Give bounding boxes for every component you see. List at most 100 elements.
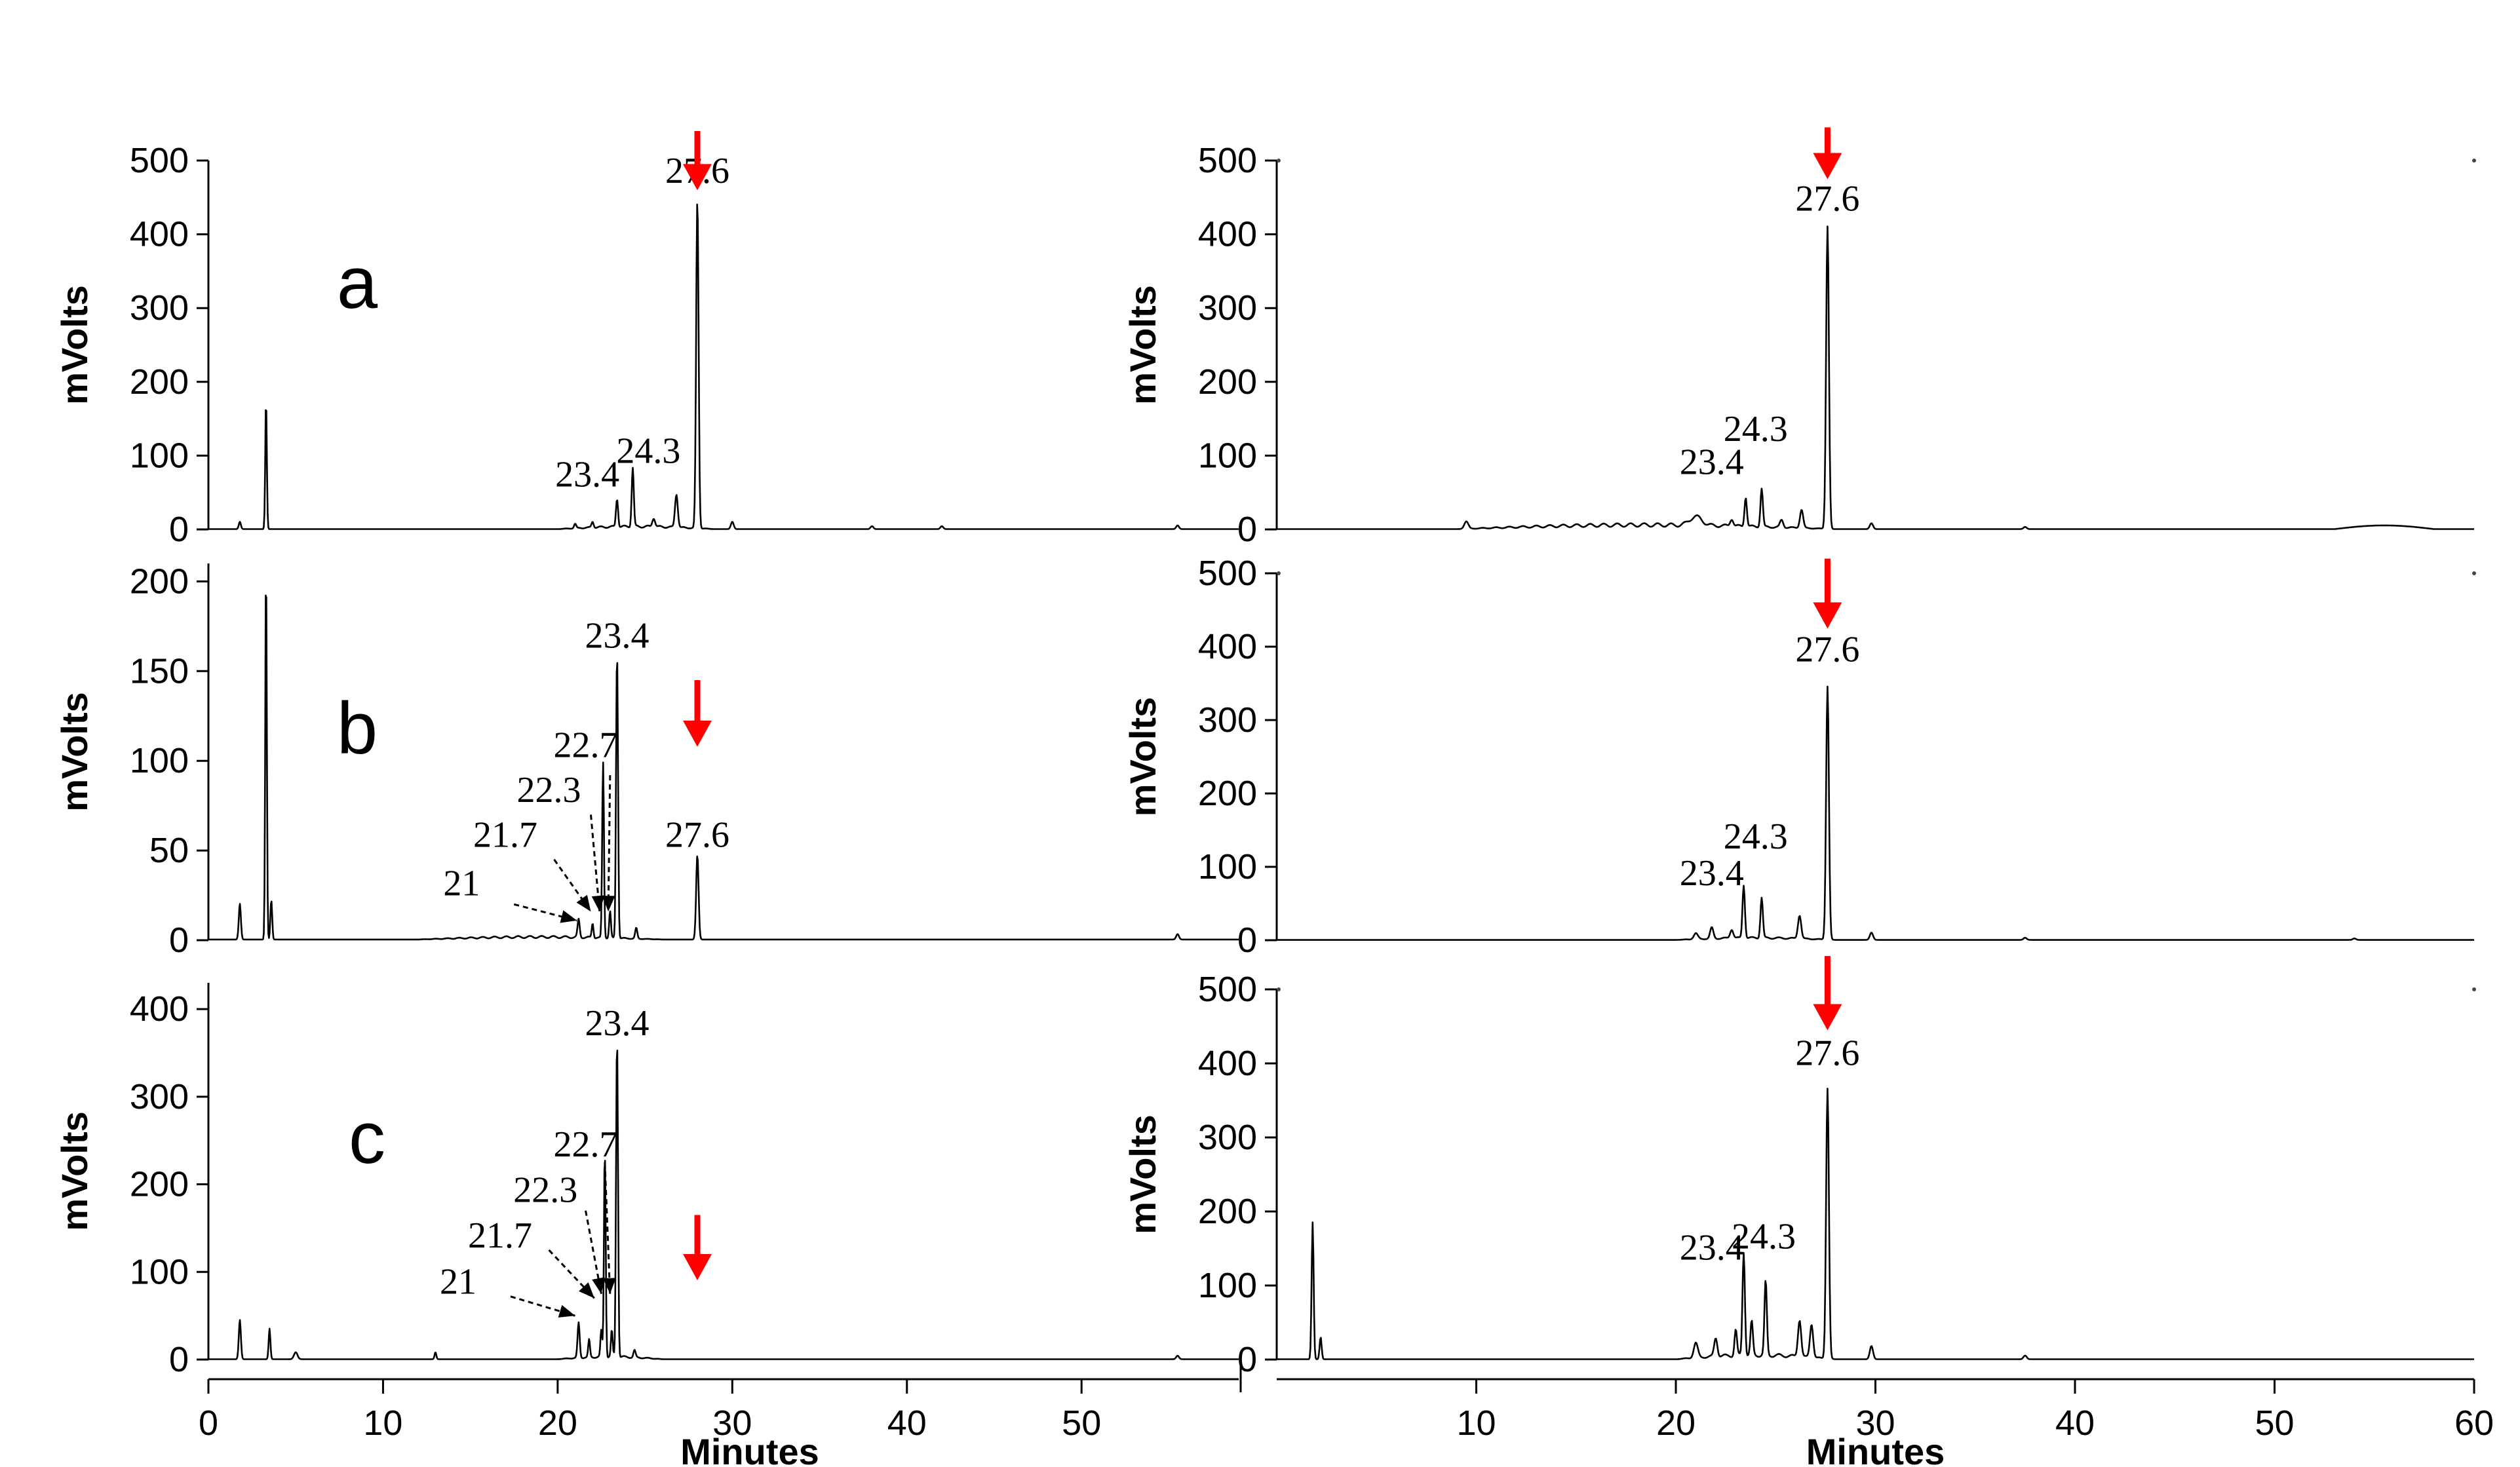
chromatogram-trace bbox=[1276, 1088, 2475, 1360]
y-tick-label: 200 bbox=[130, 1165, 189, 1204]
panel-letter: c bbox=[349, 1097, 385, 1179]
peak-pointer-arrowhead bbox=[592, 1277, 605, 1294]
red-arrow-icon bbox=[683, 130, 712, 191]
peak-pointer-arrow bbox=[513, 903, 577, 922]
red-arrow-icon bbox=[1813, 127, 1842, 180]
y-axis-title: mVolts bbox=[54, 692, 95, 812]
x-tick-label: 50 bbox=[2255, 1403, 2294, 1443]
peak-label: 21.7 bbox=[468, 1215, 532, 1256]
peak-label: 23.4 bbox=[1680, 442, 1744, 483]
x-tick-label: 50 bbox=[1062, 1403, 1101, 1443]
chromatogram-trace bbox=[208, 1050, 1239, 1360]
y-tick-label: 300 bbox=[1198, 288, 1257, 328]
y-tick-label: 400 bbox=[1198, 1044, 1257, 1083]
peak-label: 23.4 bbox=[585, 1003, 649, 1044]
y-tick-label: 100 bbox=[1198, 436, 1257, 475]
y-tick-label: 500 bbox=[1198, 141, 1257, 180]
chart-panel-right-a: 0 100 200 300 400 500 mVolts 27.6 23.424.3 bbox=[1122, 127, 2476, 549]
chart-panel-left-c: 0 100 200 300 400 mVolts 0 10 20 30 40 50 Minutes 23.… bbox=[54, 983, 1239, 1467]
y-tick-label: 100 bbox=[130, 1252, 189, 1291]
corner-dot bbox=[1277, 571, 1281, 575]
chart-panel-right-b: 0 100 200 300 400 500 mVolts 27.6 23.424.3 bbox=[1122, 554, 2476, 960]
y-tick-label: 200 bbox=[1198, 1192, 1257, 1231]
corner-dot bbox=[1277, 159, 1281, 162]
peak-label: 23.4 bbox=[1680, 853, 1744, 894]
red-arrow-icon bbox=[1813, 956, 1842, 1031]
red-arrow-icon bbox=[683, 1215, 712, 1280]
peak-label: 24.3 bbox=[1724, 816, 1788, 857]
y-tick-label: 300 bbox=[1198, 1118, 1257, 1157]
y-tick-label: 400 bbox=[130, 989, 189, 1029]
x-tick-label: 40 bbox=[887, 1403, 927, 1443]
x-axis-title: Minutes bbox=[1806, 1431, 1945, 1467]
x-tick-label: 60 bbox=[2454, 1403, 2494, 1443]
corner-dot bbox=[2472, 159, 2476, 162]
y-tick-label: 0 bbox=[1237, 510, 1257, 549]
x-tick-label: 40 bbox=[2055, 1403, 2095, 1443]
y-tick-label: 100 bbox=[1198, 1266, 1257, 1305]
peak-label: 24.3 bbox=[1732, 1217, 1796, 1257]
x-axis-title: Minutes bbox=[680, 1431, 819, 1467]
y-tick-label: 150 bbox=[130, 651, 189, 691]
corner-dot bbox=[1277, 987, 1281, 991]
x-tick-label: 0 bbox=[199, 1403, 218, 1443]
peak-label: 22.3 bbox=[517, 770, 581, 810]
chromatogram-trace bbox=[208, 203, 1239, 530]
y-tick-label: 200 bbox=[1198, 362, 1257, 402]
y-tick-label: 0 bbox=[169, 1340, 189, 1379]
y-tick-label: 300 bbox=[1198, 700, 1257, 740]
y-tick-label: 300 bbox=[130, 288, 189, 328]
y-tick-label: 0 bbox=[169, 510, 189, 549]
peak-pointer-arrow bbox=[607, 775, 611, 912]
chromatogram-trace bbox=[1276, 685, 2475, 941]
y-tick-label: 400 bbox=[1198, 627, 1257, 666]
peak-label: 27.6 bbox=[1795, 179, 1859, 219]
chart-panel-left-b: 0 50 100 150 200 mVolts 23.4 22.722.3 21.7 21 27.6… bbox=[54, 562, 1239, 960]
peak-label: 21 bbox=[443, 864, 480, 904]
peak-label: 21 bbox=[440, 1262, 476, 1303]
peak-pointer-arrowhead bbox=[602, 896, 615, 912]
corner-dot bbox=[2472, 571, 2476, 575]
x-tick-label: 20 bbox=[538, 1403, 577, 1443]
y-tick-label: 500 bbox=[1198, 554, 1257, 593]
x-tick-label: 20 bbox=[1656, 1403, 1696, 1443]
y-tick-label: 500 bbox=[130, 141, 189, 180]
peak-label: 27.6 bbox=[1795, 629, 1859, 670]
y-tick-label: 200 bbox=[130, 562, 189, 601]
peak-pointer-arrowhead bbox=[602, 1278, 616, 1294]
peak-label: 22.7 bbox=[554, 1124, 618, 1165]
x-tick-label: 10 bbox=[1456, 1403, 1496, 1443]
red-arrow-icon bbox=[1813, 558, 1842, 629]
peak-label: 27.6 bbox=[665, 815, 729, 856]
y-axis-title: mVolts bbox=[54, 1111, 95, 1231]
y-tick-label: 50 bbox=[149, 831, 189, 870]
peak-pointer-arrowhead bbox=[591, 895, 605, 912]
peak-label: 23.4 bbox=[555, 455, 619, 495]
y-tick-label: 500 bbox=[1198, 970, 1257, 1009]
peak-pointer-arrowhead bbox=[560, 910, 577, 923]
y-tick-label: 400 bbox=[1198, 215, 1257, 254]
peak-pointer-arrow bbox=[585, 1210, 602, 1294]
peak-label: 27.6 bbox=[1795, 1033, 1859, 1073]
y-tick-label: 100 bbox=[1198, 847, 1257, 886]
peak-pointer-arrowhead bbox=[579, 1282, 594, 1299]
y-tick-label: 300 bbox=[130, 1077, 189, 1116]
y-tick-label: 200 bbox=[1198, 774, 1257, 813]
x-tick-label: 30 bbox=[1855, 1403, 1895, 1443]
chromatogram-trace bbox=[208, 594, 1239, 941]
peak-pointer-arrowhead bbox=[576, 894, 591, 912]
y-axis-title: mVolts bbox=[54, 285, 95, 405]
y-tick-label: 100 bbox=[130, 741, 189, 780]
y-axis-title: mVolts bbox=[1122, 285, 1163, 405]
y-axis-title: mVolts bbox=[1122, 697, 1163, 817]
y-tick-label: 200 bbox=[130, 362, 189, 402]
peak-label: 23.4 bbox=[585, 616, 649, 657]
peak-label: 22.3 bbox=[513, 1170, 577, 1210]
peak-pointer-arrow bbox=[590, 814, 601, 912]
y-tick-label: 100 bbox=[130, 436, 189, 475]
y-axis-title: mVolts bbox=[1122, 1115, 1163, 1234]
peak-label: 24.3 bbox=[1724, 409, 1788, 449]
chromatogram-trace bbox=[1276, 225, 2475, 530]
